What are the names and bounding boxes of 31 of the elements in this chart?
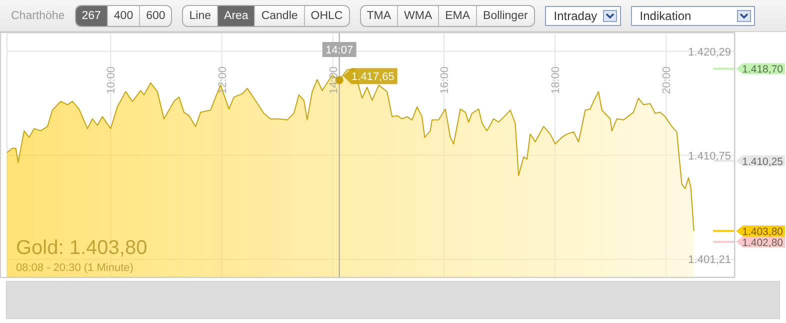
x-tick-label: 18:00: [550, 66, 562, 94]
text: 267: [76, 6, 107, 26]
text: Gold: 1.403,80: [16, 237, 148, 260]
text: 400: [106, 6, 140, 26]
ref-line-label: 1.410,25: [742, 156, 784, 168]
text: Indikation: [640, 8, 692, 22]
x-tick-label: 14:00: [328, 66, 340, 94]
ref-line-label: 1.402,80: [742, 236, 784, 249]
x-tick-label: 20:00: [661, 66, 674, 94]
y-tick-label: 1.401,21: [688, 254, 731, 266]
x-tick-label: 16:00: [438, 66, 451, 94]
x-tick-label: 10:00: [106, 66, 118, 94]
text: TMA: [360, 6, 398, 26]
text: EMA: [438, 6, 476, 26]
text: Charthöhe: [11, 10, 65, 22]
text: Intraday: [554, 8, 598, 22]
text: 600: [139, 6, 172, 26]
y-tick-label: 1.410,75: [688, 150, 731, 162]
text: Area: [217, 6, 254, 26]
ref-line-label: 14:07: [326, 44, 354, 56]
text: OHLC: [304, 6, 349, 26]
text: 08:08 - 20:30 (1 Minute): [16, 262, 134, 274]
annotation: 1.417,65: [352, 71, 394, 84]
y-tick-label: 1.420,29: [688, 46, 731, 58]
text: WMA: [397, 6, 438, 26]
x-tick-label: 12:00: [216, 66, 229, 94]
text: Bollinger: [476, 6, 534, 26]
ref-line-label: 1.403,80: [742, 226, 784, 238]
text: Line: [183, 6, 218, 26]
ref-line-label: 1.418,70: [742, 64, 784, 76]
text: Candle: [254, 6, 304, 26]
